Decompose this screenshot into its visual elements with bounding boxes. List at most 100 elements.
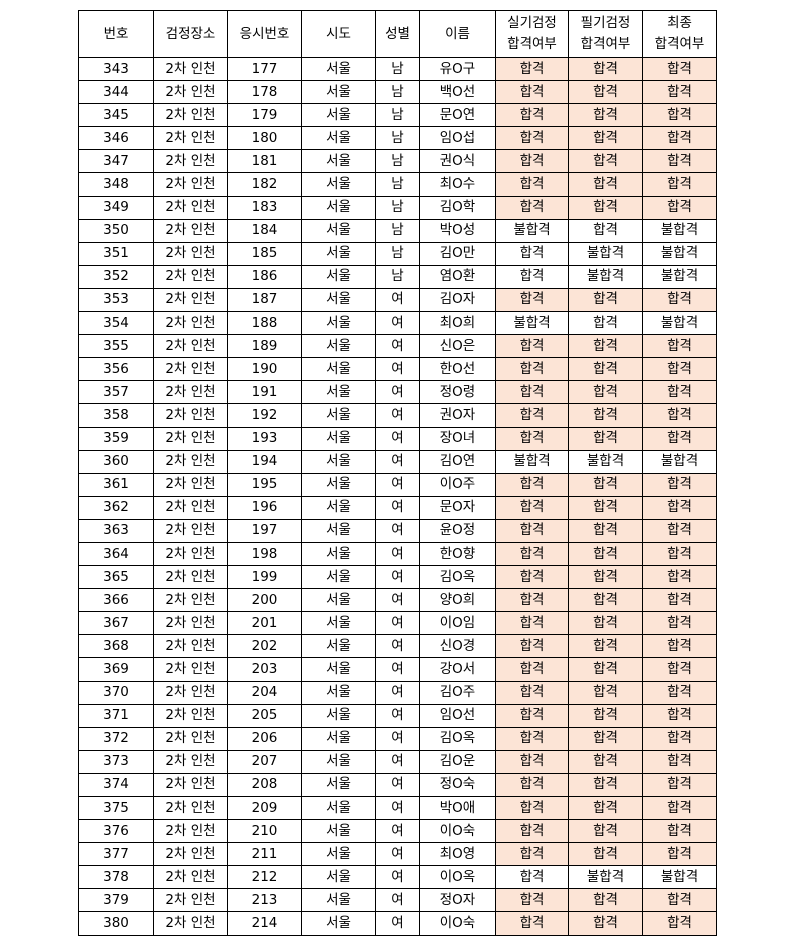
table-row: 364 2차 인천 198 서울 여 한O향 합격 합격 합격: [78, 541, 717, 567]
table-cell: 서울: [301, 588, 376, 613]
table-cell: 198: [227, 541, 302, 567]
table-cell: 합격: [642, 565, 717, 590]
table-row: 355 2차 인천 189 서울 여 신O은 합격 합격 합격: [78, 334, 717, 359]
table-cell: 여: [375, 403, 420, 428]
table-cell: 2차 인천: [153, 149, 228, 174]
table-cell: 여: [375, 819, 420, 844]
table-cell: 합격: [568, 588, 643, 613]
table-cell: 합격: [568, 334, 643, 359]
table-cell: 합격: [642, 634, 717, 659]
header-cell: 시도: [301, 10, 376, 58]
table-row: 370 2차 인천 204 서울 여 김O주 합격 합격 합격: [78, 680, 717, 705]
table-cell: 370: [78, 680, 154, 705]
table-cell: 188: [227, 311, 302, 336]
table-cell: 합격: [642, 611, 717, 636]
table-cell: 여: [375, 518, 420, 543]
table-cell: 여: [375, 772, 420, 798]
table-cell: 신O경: [419, 634, 496, 659]
table-cell: 2차 인천: [153, 588, 228, 613]
table-cell: 합격: [642, 80, 717, 105]
table-cell: 이O숙: [419, 911, 496, 936]
table-cell: 합격: [642, 541, 717, 567]
table-body: 343 2차 인천 177 서울 남 유O구 합격 합격 합격 344 2차 인천 178 서울 남 백O선…: [78, 56, 717, 936]
table-cell: 177: [227, 56, 302, 82]
table-cell: 2차 인천: [153, 449, 228, 474]
table-row: 360 2차 인천 194 서울 여 김O연 불합격 불합격 불합격: [78, 449, 717, 474]
table-cell: 합격: [568, 772, 643, 798]
table-cell: 남: [375, 264, 420, 289]
table-cell: 366: [78, 588, 154, 613]
table-cell: 김O옥: [419, 565, 496, 590]
table-row: 374 2차 인천 208 서울 여 정O숙 합격 합격 합격: [78, 772, 717, 798]
table-cell: 합격: [495, 749, 569, 774]
header-cell: 이름: [419, 10, 496, 58]
table-cell: 양O희: [419, 588, 496, 613]
table-cell: 합격: [495, 334, 569, 359]
table-row: 353 2차 인천 187 서울 여 김O자 합격 합격 합격: [78, 287, 717, 313]
table-row: 361 2차 인천 195 서울 여 이O주 합격 합격 합격: [78, 472, 717, 497]
table-cell: 불합격: [642, 218, 717, 243]
table-row: 345 2차 인천 179 서울 남 문O연 합격 합격 합격: [78, 103, 717, 128]
table-cell: 합격: [568, 634, 643, 659]
table-cell: 349: [78, 195, 154, 220]
table-cell: 합격: [495, 195, 569, 220]
table-cell: 여: [375, 611, 420, 636]
table-row: 366 2차 인천 200 서울 여 양O희 합격 합격 합격: [78, 588, 717, 613]
table-cell: 불합격: [642, 311, 717, 336]
table-cell: 합격: [568, 749, 643, 774]
table-row: 347 2차 인천 181 서울 남 권O식 합격 합격 합격: [78, 149, 717, 174]
table-cell: 김O연: [419, 449, 496, 474]
table-cell: 360: [78, 449, 154, 474]
table-cell: 한O선: [419, 357, 496, 382]
table-cell: 김O주: [419, 680, 496, 705]
table-cell: 2차 인천: [153, 888, 228, 913]
table-cell: 348: [78, 172, 154, 197]
table-cell: 합격: [642, 334, 717, 359]
table-cell: 여: [375, 888, 420, 913]
table-cell: 합격: [642, 357, 717, 382]
table-cell: 2차 인천: [153, 195, 228, 220]
table-cell: 합격: [495, 726, 569, 751]
table-cell: 합격: [568, 380, 643, 405]
table-cell: 염O환: [419, 264, 496, 289]
table-cell: 364: [78, 541, 154, 567]
table-cell: 379: [78, 888, 154, 913]
table-cell: 여: [375, 842, 420, 867]
table-cell: 불합격: [642, 264, 717, 289]
table-cell: 2차 인천: [153, 56, 228, 82]
table-cell: 183: [227, 195, 302, 220]
table-cell: 186: [227, 264, 302, 289]
table-cell: 여: [375, 726, 420, 751]
table-row: 349 2차 인천 183 서울 남 김O학 합격 합격 합격: [78, 195, 717, 220]
table-row: 373 2차 인천 207 서울 여 김O운 합격 합격 합격: [78, 749, 717, 774]
table-cell: 서울: [301, 311, 376, 336]
table-cell: 352: [78, 264, 154, 289]
table-cell: 347: [78, 149, 154, 174]
table-cell: 2차 인천: [153, 611, 228, 636]
table-cell: 여: [375, 795, 420, 821]
table-cell: 365: [78, 565, 154, 590]
table-cell: 210: [227, 819, 302, 844]
table-cell: 합격: [642, 495, 717, 520]
table-cell: 2차 인천: [153, 241, 228, 266]
table-cell: 2차 인천: [153, 403, 228, 428]
table-cell: 합격: [568, 126, 643, 151]
table-cell: 남: [375, 172, 420, 197]
table-cell: 합격: [495, 357, 569, 382]
table-cell: 345: [78, 103, 154, 128]
table-cell: 남: [375, 80, 420, 105]
table-cell: 남: [375, 126, 420, 151]
table-cell: 362: [78, 495, 154, 520]
table-cell: 여: [375, 865, 420, 890]
table-cell: 191: [227, 380, 302, 405]
table-cell: 2차 인천: [153, 334, 228, 359]
table-cell: 한O향: [419, 541, 496, 567]
table-cell: 369: [78, 657, 154, 682]
table-cell: 서울: [301, 611, 376, 636]
table-cell: 서울: [301, 541, 376, 567]
table-cell: 합격: [568, 565, 643, 590]
table-cell: 2차 인천: [153, 357, 228, 382]
table-cell: 372: [78, 726, 154, 751]
table-cell: 불합격: [495, 449, 569, 474]
